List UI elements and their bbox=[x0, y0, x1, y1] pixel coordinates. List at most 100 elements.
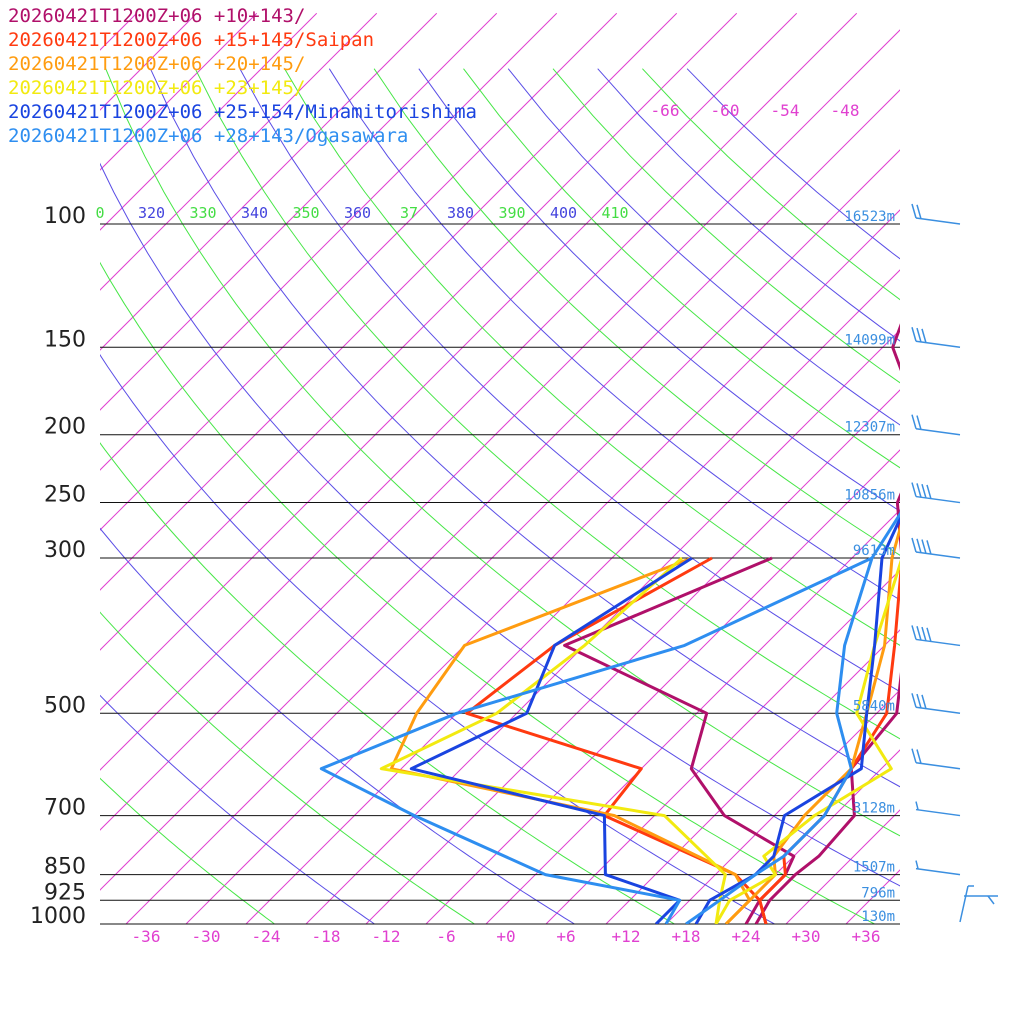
theta-label: 0 bbox=[95, 204, 104, 222]
wind-barb bbox=[911, 748, 961, 770]
legend-entry: 20260421T1200Z+06 +15+145/Saipan bbox=[8, 29, 374, 51]
height-label: 3128m bbox=[853, 801, 895, 817]
temperature-tick-label: +24 bbox=[732, 927, 761, 946]
wind-barb bbox=[915, 801, 961, 817]
height-label: 5840m bbox=[853, 698, 895, 714]
isotherm-line bbox=[425, 449, 900, 924]
theta-label: 330 bbox=[189, 204, 216, 222]
temperature-tick-label: +6 bbox=[556, 927, 575, 946]
isobar-lines bbox=[100, 223, 900, 925]
dry-adiabat-line bbox=[100, 261, 876, 924]
dry-adiabat-line bbox=[194, 68, 900, 740]
legend-entry: 20260421T1200Z+06 +10+143/ bbox=[8, 5, 305, 27]
isotherm-line bbox=[0, 13, 17, 939]
theta-label: 320 bbox=[138, 204, 165, 222]
dry-adiabat-line bbox=[373, 68, 900, 556]
background-lines bbox=[0, 12, 1024, 939]
upper-temperature-label: -48 bbox=[831, 101, 860, 120]
isotherm-line bbox=[100, 12, 318, 231]
sounding-profiles bbox=[319, 323, 900, 924]
theta-label: 380 bbox=[447, 204, 474, 222]
wind-barb bbox=[911, 537, 961, 559]
isotherm-line bbox=[665, 689, 900, 924]
isotherm-line bbox=[100, 29, 900, 831]
isotherm-line bbox=[100, 12, 858, 771]
temperature-tick-label: -24 bbox=[252, 927, 281, 946]
temperature-tick-label: -12 bbox=[372, 927, 401, 946]
height-label: 9613m bbox=[853, 543, 895, 559]
isotherm-line bbox=[125, 149, 900, 924]
pressure-label: 1000 bbox=[30, 904, 86, 929]
dry-adiabat-line bbox=[100, 611, 476, 924]
dewpoint-line-series-2 bbox=[389, 556, 752, 924]
height-label: 1507m bbox=[853, 860, 895, 876]
theta-label: 350 bbox=[292, 204, 319, 222]
height-label: 796m bbox=[861, 885, 895, 901]
isotherm-line bbox=[485, 509, 900, 924]
temperature-line-series-4 bbox=[694, 515, 900, 924]
dry-adiabat-line bbox=[418, 68, 900, 512]
temperature-tick-label: -6 bbox=[436, 927, 455, 946]
isotherm-line bbox=[100, 12, 558, 471]
upper-temperature-label: -54 bbox=[771, 101, 800, 120]
temperature-tick-label: +36 bbox=[852, 927, 881, 946]
height-label: 130m bbox=[861, 909, 895, 925]
temperature-tick-label: +30 bbox=[792, 927, 821, 946]
isotherm-line bbox=[100, 12, 438, 351]
upper-temperature-label: -60 bbox=[711, 101, 740, 120]
temperature-line-series-0 bbox=[754, 323, 900, 924]
temperature-tick-label: +12 bbox=[612, 927, 641, 946]
dry-adiabat-line bbox=[100, 527, 576, 924]
height-label: 10856m bbox=[844, 488, 895, 504]
dry-adiabat-line bbox=[105, 68, 900, 837]
pressure-label: 500 bbox=[44, 693, 86, 718]
legend-entry: 20260421T1200Z+06 +20+145/ bbox=[8, 53, 305, 75]
isotherm-line bbox=[100, 12, 678, 591]
temperature-tick-label: -30 bbox=[192, 927, 221, 946]
dry-adiabat-line bbox=[100, 694, 376, 924]
pressure-label: 300 bbox=[44, 538, 86, 563]
legend-entry: 20260421T1200Z+06 +23+145/ bbox=[8, 77, 305, 99]
pressure-label: 850 bbox=[44, 855, 86, 880]
legend-entry: 20260421T1200Z+06 +28+143/Ogasawara bbox=[8, 125, 408, 147]
dry-adiabat-line bbox=[239, 68, 900, 693]
isotherm-line bbox=[100, 12, 498, 411]
axis-labels: 100 16523m 150 14099m 200 12307m 250 10856m 300 9… bbox=[30, 101, 895, 946]
isotherm-line bbox=[545, 569, 900, 924]
dry-adiabat-line bbox=[463, 68, 900, 469]
wind-barb bbox=[915, 860, 961, 876]
dry-adiabat-line bbox=[100, 162, 900, 887]
pressure-label: 925 bbox=[44, 880, 86, 905]
isotherm-line bbox=[100, 12, 258, 171]
isotherm-line bbox=[245, 269, 900, 924]
wind-barb bbox=[911, 327, 961, 349]
temperature-tick-label: -18 bbox=[312, 927, 341, 946]
isotherm-line bbox=[100, 12, 798, 711]
surface-wind-barb bbox=[959, 885, 998, 923]
pressure-label: 250 bbox=[44, 483, 86, 508]
pressure-label: 100 bbox=[44, 204, 86, 229]
height-label: 14099m bbox=[844, 332, 895, 348]
theta-label: 360 bbox=[344, 204, 371, 222]
theta-label: 340 bbox=[241, 204, 268, 222]
upper-temperature-label: -66 bbox=[651, 101, 680, 120]
wind-barb bbox=[911, 414, 961, 436]
temperature-line-series-1 bbox=[758, 563, 900, 924]
dry-adiabat-line bbox=[100, 777, 276, 924]
dewpoint-line-series-3 bbox=[379, 556, 727, 924]
pressure-label: 200 bbox=[44, 415, 86, 440]
wind-barb bbox=[911, 625, 961, 647]
isotherm-line bbox=[100, 89, 900, 891]
isotherm-line bbox=[891, 13, 1024, 939]
isotherm-line bbox=[605, 629, 900, 924]
isotherm-line bbox=[100, 12, 738, 651]
isotherm-line bbox=[100, 12, 618, 531]
isotherm-line bbox=[365, 389, 900, 924]
height-label: 16523m bbox=[844, 209, 895, 225]
theta-label: 390 bbox=[498, 204, 525, 222]
wind-barbs bbox=[911, 203, 998, 923]
dry-adiabat-line bbox=[642, 68, 900, 301]
dewpoint-line-series-5 bbox=[319, 556, 873, 924]
dry-adiabat-line bbox=[100, 354, 776, 924]
